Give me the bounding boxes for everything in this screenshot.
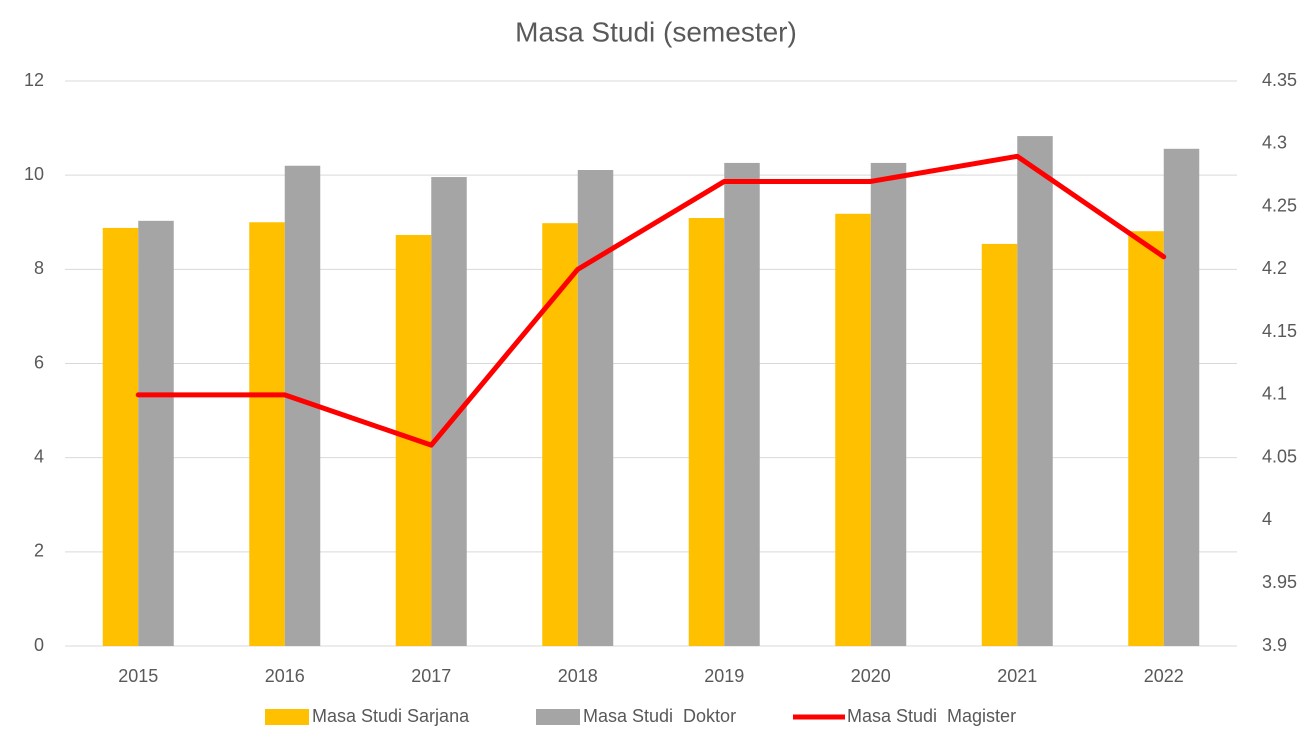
bar: [1017, 136, 1053, 646]
legend-swatch: [265, 709, 309, 725]
bar: [577, 169, 614, 647]
y-tick-label: 12: [24, 70, 44, 90]
bar: [981, 243, 1018, 647]
y2-tick-label: 3.9: [1262, 635, 1287, 655]
y2-tick-label: 4.25: [1262, 195, 1297, 215]
y2-tick-label: 4.1: [1262, 384, 1287, 404]
y-tick-label: 4: [34, 446, 44, 466]
bar: [542, 223, 578, 647]
y2-tick-label: 3.95: [1262, 572, 1297, 592]
x-tick-label: 2015: [118, 666, 158, 686]
y2-tick-label: 4.3: [1262, 133, 1287, 153]
bar: [138, 220, 174, 646]
legend-label: Masa Studi Doktor: [583, 706, 736, 726]
y-tick-label: 2: [34, 541, 44, 561]
legend-label: Masa Studi Magister: [847, 706, 1016, 726]
legend-swatch: [536, 709, 580, 725]
x-tick-label: 2021: [997, 666, 1037, 686]
y-tick-label: 8: [34, 258, 44, 278]
bar: [102, 227, 139, 646]
bar: [1163, 148, 1200, 647]
x-tick-label: 2019: [704, 666, 744, 686]
bar: [870, 162, 907, 647]
chart-title: Masa Studi (semester): [515, 16, 797, 47]
bar: [724, 162, 760, 647]
x-tick-label: 2017: [411, 666, 451, 686]
bar: [1128, 231, 1164, 646]
y-tick-label: 10: [24, 164, 44, 184]
bar: [688, 218, 725, 646]
x-tick-label: 2022: [1144, 666, 1184, 686]
y-tick-label: 0: [34, 635, 44, 655]
bar: [835, 213, 871, 646]
y2-tick-label: 4.05: [1262, 446, 1297, 466]
bar: [249, 222, 285, 646]
y2-tick-label: 4: [1262, 509, 1272, 529]
x-tick-label: 2018: [558, 666, 598, 686]
x-tick-label: 2016: [265, 666, 305, 686]
legend-label: Masa Studi Sarjana: [312, 706, 470, 726]
y2-tick-label: 4.2: [1262, 258, 1287, 278]
y2-tick-label: 4.35: [1262, 70, 1297, 90]
y2-tick-label: 4.15: [1262, 321, 1297, 341]
line-series: [135, 153, 1167, 448]
y-tick-label: 6: [34, 352, 44, 372]
x-tick-label: 2020: [851, 666, 891, 686]
